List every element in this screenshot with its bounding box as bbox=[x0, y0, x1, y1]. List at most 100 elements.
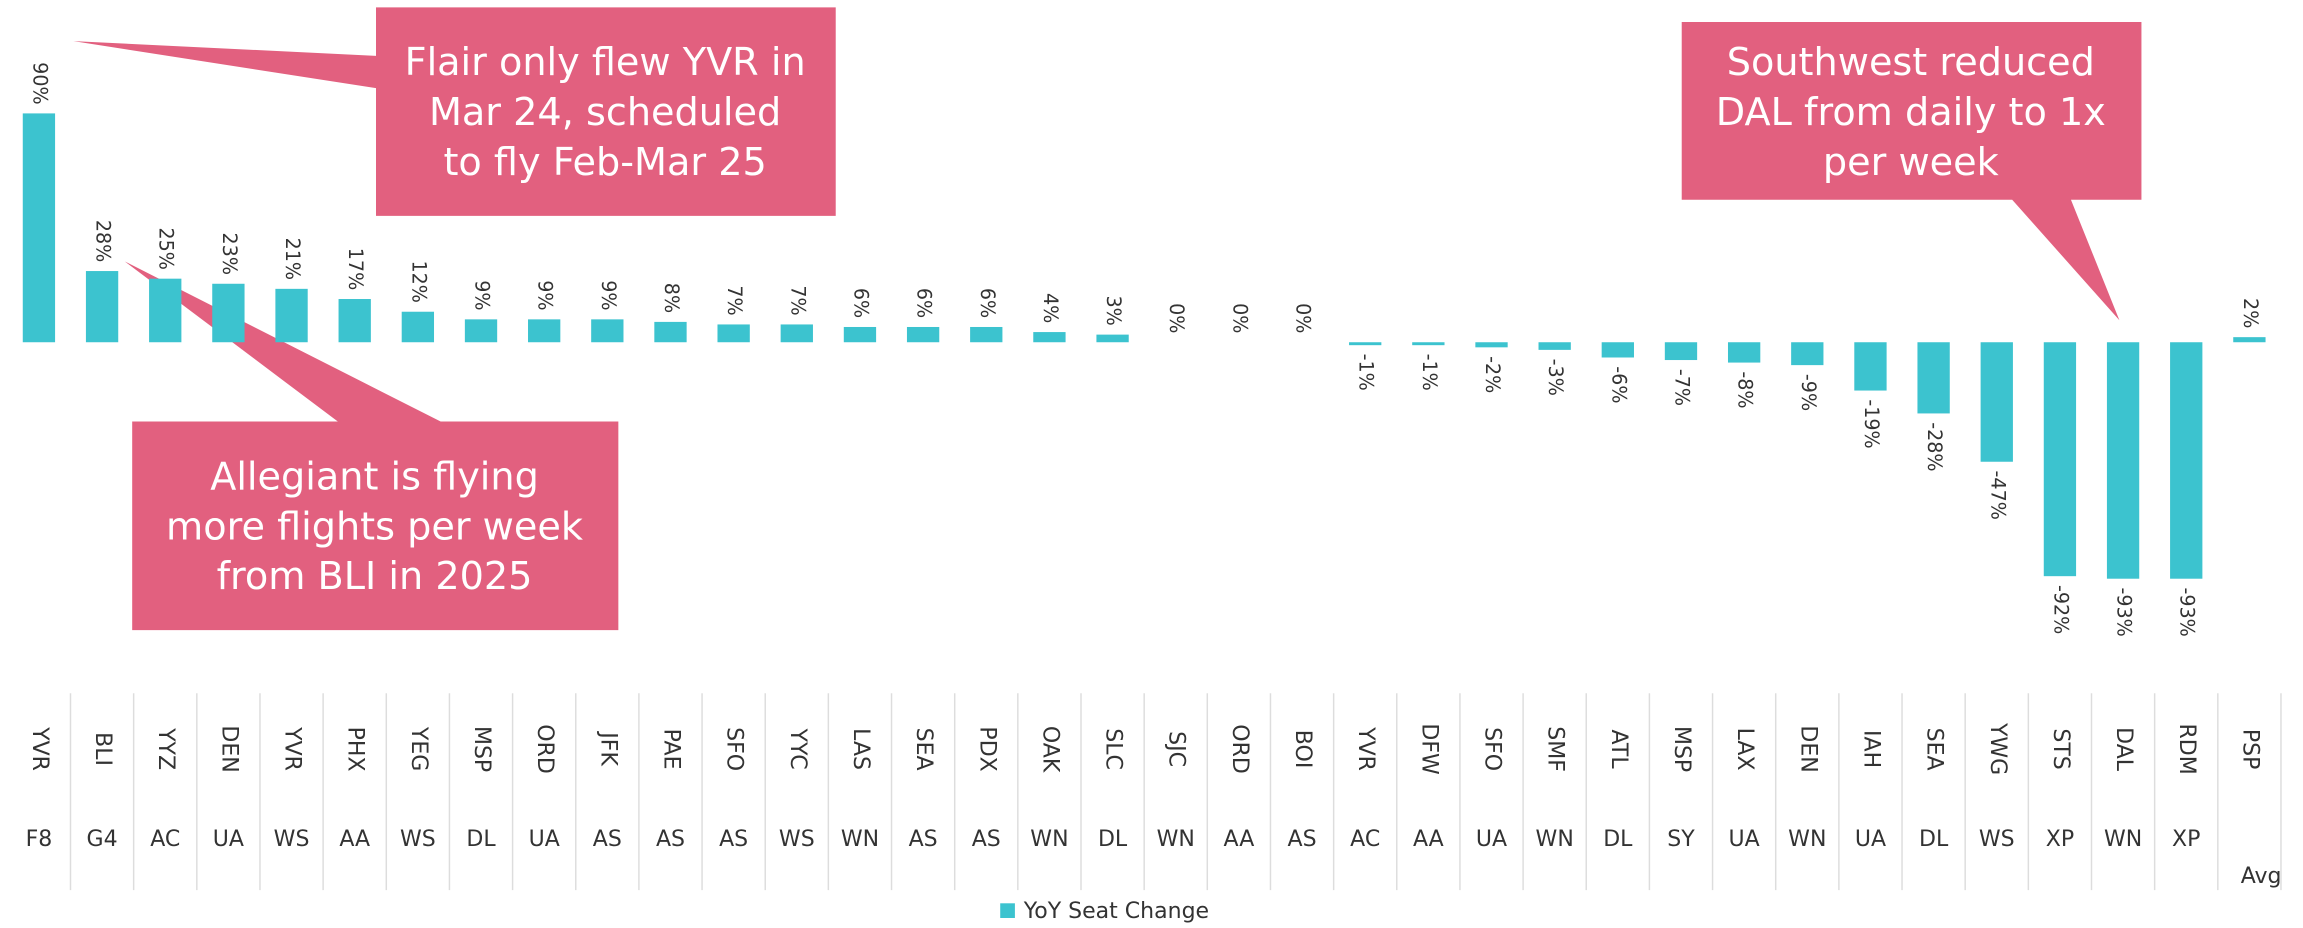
x-tick-label: STS bbox=[2048, 728, 2073, 769]
bar bbox=[338, 299, 371, 343]
annotation: Mar 24, scheduled bbox=[429, 91, 781, 135]
x-tick-label: BLI bbox=[90, 732, 115, 766]
value-label: -19% bbox=[1860, 399, 1883, 448]
x-tick-label: JFK bbox=[595, 730, 620, 766]
value-label: -6% bbox=[1607, 366, 1630, 403]
x-tick-label: YVR bbox=[27, 726, 52, 771]
group-label: UA bbox=[213, 827, 244, 852]
bar bbox=[401, 311, 435, 343]
bar bbox=[528, 319, 561, 343]
bar bbox=[22, 113, 56, 343]
x-tick-label: SEA bbox=[911, 728, 936, 771]
bar bbox=[654, 321, 687, 343]
group-label: UA bbox=[529, 827, 560, 852]
bar bbox=[464, 319, 498, 343]
x-tick-label: ORD bbox=[532, 724, 557, 774]
annotation: per week bbox=[1823, 141, 1999, 185]
value-label: 3% bbox=[1102, 296, 1125, 326]
group-label: AS bbox=[593, 827, 622, 852]
annotation: from BLI in 2025 bbox=[217, 555, 533, 599]
bar bbox=[85, 271, 119, 343]
annotation: DAL from daily to 1x bbox=[1716, 91, 2106, 135]
x-tick-label: DEN bbox=[1795, 725, 1820, 772]
value-label: 17% bbox=[344, 248, 367, 290]
x-tick-label: OAK bbox=[1037, 726, 1062, 773]
group-label: XP bbox=[2046, 827, 2074, 852]
group-label: WN bbox=[1536, 827, 1574, 852]
bar bbox=[1033, 332, 1066, 343]
x-tick-label: SFO bbox=[722, 727, 747, 771]
x-tick-label: YYZ bbox=[153, 727, 178, 770]
bar bbox=[1854, 342, 1887, 391]
x-tick-label: IAH bbox=[1858, 730, 1883, 768]
callout-box bbox=[124, 261, 619, 631]
group-label: WS bbox=[779, 827, 815, 852]
value-label: 0% bbox=[1165, 303, 1188, 333]
x-tick-label: SJC bbox=[1164, 731, 1189, 767]
x-tick-label: LAS bbox=[848, 728, 873, 770]
group-label: Avg bbox=[2241, 864, 2282, 889]
value-label: 6% bbox=[913, 288, 936, 318]
callouts bbox=[73, 7, 2142, 631]
x-tick-label: DFW bbox=[1416, 723, 1441, 775]
bar bbox=[1475, 342, 1508, 348]
group-label: AS bbox=[719, 827, 748, 852]
value-label: -3% bbox=[1544, 359, 1567, 396]
x-tick-label: BOI bbox=[1290, 730, 1315, 769]
bar bbox=[2233, 337, 2266, 343]
bar bbox=[1601, 342, 1634, 358]
bar bbox=[1791, 342, 1824, 366]
value-label: -1% bbox=[1418, 354, 1441, 391]
x-tick-label: PSP bbox=[2237, 729, 2262, 770]
bar bbox=[906, 326, 940, 343]
value-label: -7% bbox=[1670, 369, 1693, 406]
x-tick-label: PHX bbox=[343, 727, 368, 772]
group-label: AC bbox=[1350, 827, 1380, 852]
x-tick-label: ORD bbox=[1227, 724, 1252, 774]
value-label: -9% bbox=[1797, 374, 1820, 411]
value-label: 2% bbox=[2239, 298, 2262, 328]
value-label: -93% bbox=[2113, 588, 2136, 637]
x-tick-label: SLC bbox=[1101, 728, 1126, 770]
group-label: WS bbox=[1979, 827, 2015, 852]
group-label: AA bbox=[1224, 827, 1255, 852]
bar bbox=[1538, 342, 1571, 350]
x-tick-label: YVR bbox=[1353, 726, 1378, 771]
annotation: Southwest reduced bbox=[1727, 41, 2095, 85]
group-label: WS bbox=[274, 827, 310, 852]
value-label: 6% bbox=[849, 288, 872, 318]
group-label: XP bbox=[2172, 827, 2200, 852]
bar bbox=[1096, 334, 1129, 343]
bar bbox=[970, 326, 1003, 343]
value-label: -47% bbox=[1986, 471, 2009, 520]
bar bbox=[1349, 342, 1382, 346]
bar bbox=[591, 319, 624, 343]
group-label: AS bbox=[656, 827, 685, 852]
x-tick-label: YYC bbox=[785, 728, 810, 770]
callout-box bbox=[1681, 22, 2142, 321]
annotation: Flair only flew YVR in bbox=[405, 41, 806, 85]
group-label: UA bbox=[1855, 827, 1886, 852]
group-label: AS bbox=[909, 827, 938, 852]
value-label: -2% bbox=[1481, 356, 1504, 393]
value-label: 7% bbox=[786, 285, 809, 315]
bar bbox=[1980, 342, 2013, 462]
callout-box bbox=[73, 7, 836, 216]
value-label: -1% bbox=[1355, 354, 1378, 391]
value-label: 0% bbox=[1292, 303, 1315, 333]
group-label: AS bbox=[1288, 827, 1317, 852]
group-label: WN bbox=[1030, 827, 1068, 852]
group-label: WN bbox=[841, 827, 879, 852]
bar bbox=[2170, 342, 2203, 579]
value-label: 9% bbox=[597, 280, 620, 310]
bar bbox=[1727, 342, 1761, 363]
x-tick-label: DEN bbox=[216, 725, 241, 772]
x-tick-label: YEG bbox=[406, 726, 431, 771]
group-label: UA bbox=[1729, 827, 1760, 852]
group-label: G4 bbox=[87, 827, 118, 852]
annotation: more flights per week bbox=[166, 505, 583, 549]
value-label: 8% bbox=[660, 283, 683, 313]
x-tick-label: PDX bbox=[974, 726, 999, 771]
bar bbox=[1664, 342, 1698, 361]
